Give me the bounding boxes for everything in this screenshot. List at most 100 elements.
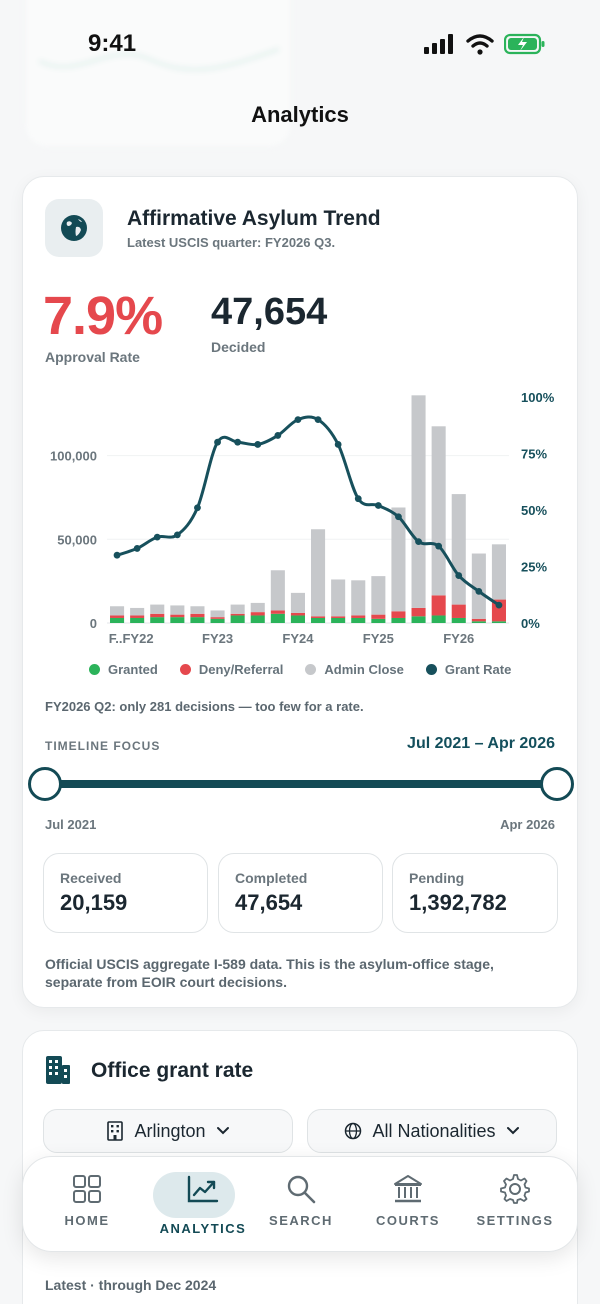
office-latest-label: Latest · through Dec 2024 — [45, 1277, 217, 1293]
cellular-signal-icon — [424, 34, 453, 54]
timeline-start-handle[interactable] — [28, 767, 62, 801]
card-subtitle: Latest USCIS quarter: FY2026 Q3. — [127, 235, 336, 250]
stat-value: 1,392,782 — [409, 890, 507, 915]
bar-granted — [351, 617, 366, 623]
asylum-trend-chart[interactable]: 0 50,000 100,000 0% 25% 50% 75% 100% F..FY22 FY23… — [23, 377, 579, 647]
tab-analytics[interactable]: ANALYTICS — [151, 1171, 255, 1241]
bar-deny-referral — [210, 617, 225, 619]
tab-settings[interactable]: SETTINGS — [463, 1171, 567, 1241]
bar-admin-close — [110, 606, 125, 616]
legend-dot-granted — [89, 664, 100, 675]
x-tick-label: FY24 — [282, 631, 314, 646]
legend-item-rate: Grant Rate — [425, 662, 511, 677]
grant-rate-point — [415, 538, 422, 546]
legend-dot-admin — [305, 664, 317, 675]
grant-rate-point — [173, 531, 181, 539]
bar-granted — [110, 617, 125, 623]
battery-charging-icon — [504, 33, 545, 55]
stat-label: Received — [60, 870, 122, 886]
tab-label: ANALYTICS — [159, 1221, 247, 1236]
timeline-range: Jul 2021 – Apr 2026 — [407, 735, 555, 752]
legend-item-granted: Granted — [89, 662, 158, 677]
bar-granted — [311, 617, 326, 623]
nationality-select-value: All Nationalities — [372, 1120, 496, 1141]
chevron-down-icon — [216, 1127, 229, 1135]
tab-label: COURTS — [376, 1213, 440, 1228]
office-select-value: Arlington — [134, 1120, 206, 1141]
y-tick-label-left: 50,000 — [57, 532, 97, 547]
y-tick-label-right: 50% — [521, 503, 547, 518]
legend-dot-deny — [179, 664, 191, 675]
globe-icon — [345, 1122, 362, 1140]
bar-admin-close — [431, 426, 446, 596]
bar-deny-referral — [290, 612, 305, 616]
bar-deny-referral — [371, 614, 386, 619]
stat-label: Pending — [409, 870, 465, 886]
bar-granted — [331, 617, 346, 623]
bar-granted — [170, 617, 185, 623]
bar-admin-close — [130, 607, 145, 616]
status-time: 9:41 — [88, 30, 137, 57]
wifi-icon — [466, 34, 494, 55]
grant-rate-point — [314, 416, 322, 423]
office-select[interactable]: Arlington — [43, 1109, 293, 1153]
x-tick-label: FY25 — [363, 631, 394, 646]
legend-label-granted: Granted — [108, 662, 158, 677]
grant-rate-point — [274, 432, 282, 439]
grid-icon — [73, 1175, 101, 1203]
y-tick-label-right: 75% — [521, 447, 547, 462]
bar-admin-close — [270, 570, 285, 611]
bar-admin-close — [210, 610, 225, 618]
bar-granted — [230, 615, 245, 623]
x-tick-label: FY23 — [202, 631, 233, 646]
x-tick-label: F..FY22 — [109, 631, 154, 646]
globe-icon-badge — [45, 199, 103, 257]
tab-label: SEARCH — [269, 1213, 333, 1228]
timeline-end-handle[interactable] — [540, 767, 574, 801]
bar-deny-referral — [431, 595, 446, 616]
grant-rate-point — [374, 502, 382, 509]
bar-granted — [150, 617, 165, 623]
bar-deny-referral — [250, 612, 265, 616]
office-card-title: Office grant rate — [91, 1059, 254, 1082]
nationality-select[interactable]: All Nationalities — [307, 1109, 557, 1153]
status-bar: 9:41 — [0, 0, 600, 90]
grant-rate-point — [455, 572, 463, 579]
bar-admin-close — [150, 604, 165, 614]
bar-admin-close — [190, 606, 205, 614]
bar-deny-referral — [170, 614, 185, 618]
page-title: Analytics — [251, 102, 349, 127]
y-tick-label-left: 0 — [90, 616, 97, 631]
stat-completed: Completed 47,654 — [218, 853, 383, 933]
bar-granted — [451, 617, 466, 623]
grant-rate-point — [113, 551, 121, 559]
bar-granted — [491, 621, 506, 623]
bar-deny-referral — [150, 613, 165, 618]
timeline-slider-track[interactable] — [45, 780, 557, 788]
stat-value: 20,159 — [60, 890, 128, 915]
ghost-sparkline-icon — [39, 48, 279, 71]
bank-icon — [394, 1175, 422, 1203]
legend-item-deny: Deny/Referral — [179, 662, 283, 677]
building-icon — [107, 1121, 124, 1141]
approval-rate-label: Approval Rate — [45, 349, 140, 365]
bar-granted — [290, 615, 305, 623]
y-tick-label-right: 0% — [521, 616, 540, 631]
bar-granted — [431, 615, 446, 623]
tab-search[interactable]: SEARCH — [249, 1171, 353, 1241]
chevron-down-icon — [506, 1127, 519, 1135]
chart-legend: Granted Deny/Referral Admin Close Grant … — [89, 662, 511, 677]
tab-label: HOME — [64, 1213, 110, 1228]
grant-rate-point — [354, 495, 362, 503]
tab-bar: HOME ANALYTICS SEARCH — [22, 1156, 578, 1252]
bar-granted — [411, 616, 426, 623]
bar-deny-referral — [331, 616, 346, 618]
search-icon — [287, 1175, 316, 1204]
legend-dot-rate — [425, 664, 437, 675]
grant-rate-point — [234, 438, 242, 446]
globe-icon — [61, 215, 87, 241]
tab-courts[interactable]: COURTS — [356, 1171, 460, 1241]
office-building-icon — [46, 1056, 70, 1084]
tab-home[interactable]: HOME — [35, 1171, 139, 1241]
bar-granted — [471, 621, 486, 623]
